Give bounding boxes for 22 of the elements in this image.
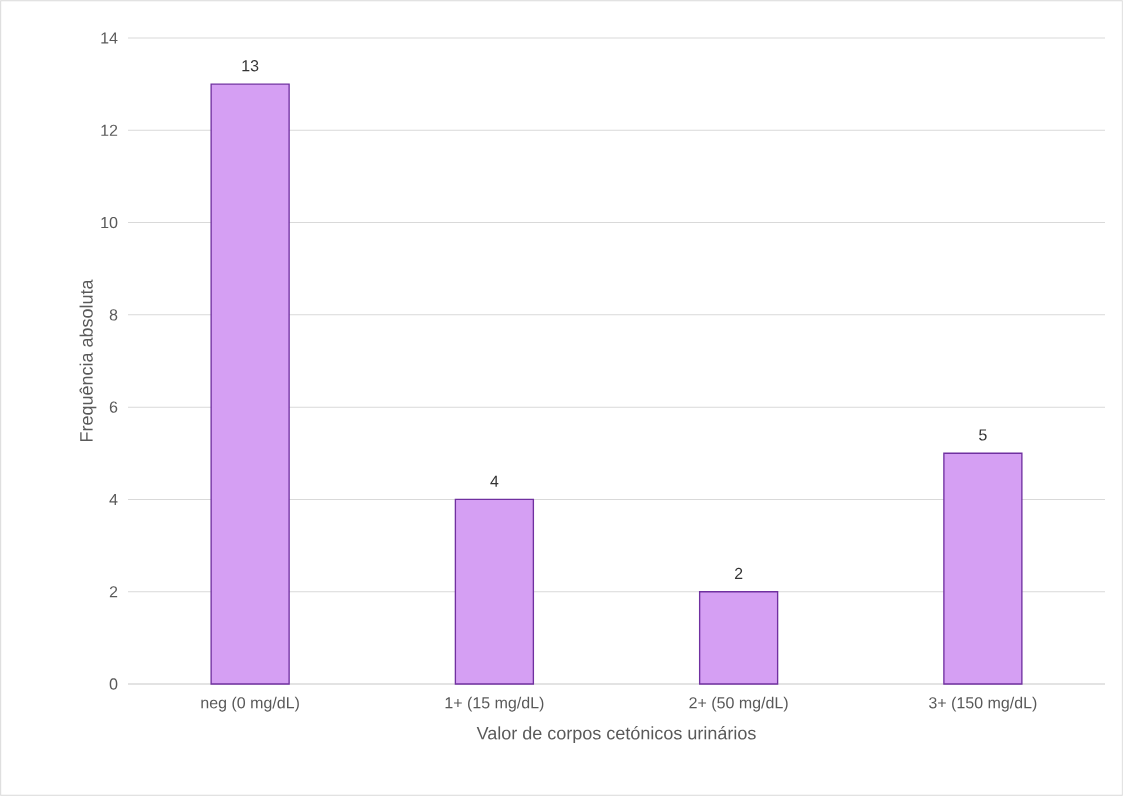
x-tick-label: 3+ (150 mg/dL) bbox=[929, 696, 1037, 712]
y-tick-label: 2 bbox=[109, 586, 118, 598]
y-axis-title: Frequência absoluta bbox=[79, 279, 97, 442]
data-label: 13 bbox=[242, 60, 259, 72]
y-tick-label: 0 bbox=[109, 678, 118, 690]
x-tick-label: 1+ (15 mg/dL) bbox=[445, 696, 544, 712]
x-tick-label: neg (0 mg/dL) bbox=[201, 696, 299, 712]
x-axis-title: Valor de corpos cetónicos urinários bbox=[476, 726, 756, 744]
y-tick-label: 4 bbox=[109, 493, 118, 505]
y-tick-label: 14 bbox=[101, 32, 118, 44]
bar bbox=[698, 591, 779, 685]
data-label: 2 bbox=[734, 567, 743, 579]
y-tick-label: 6 bbox=[109, 401, 118, 413]
bar bbox=[943, 452, 1023, 685]
x-tick-label: 2+ (50 mg/dL) bbox=[689, 696, 788, 712]
data-label: 5 bbox=[979, 429, 987, 441]
data-label: 4 bbox=[490, 475, 499, 487]
y-tick-label: 10 bbox=[101, 216, 118, 229]
bar bbox=[454, 498, 535, 685]
bar bbox=[210, 83, 290, 685]
y-tick-label: 12 bbox=[101, 124, 118, 136]
y-tick-label: 8 bbox=[109, 309, 118, 321]
